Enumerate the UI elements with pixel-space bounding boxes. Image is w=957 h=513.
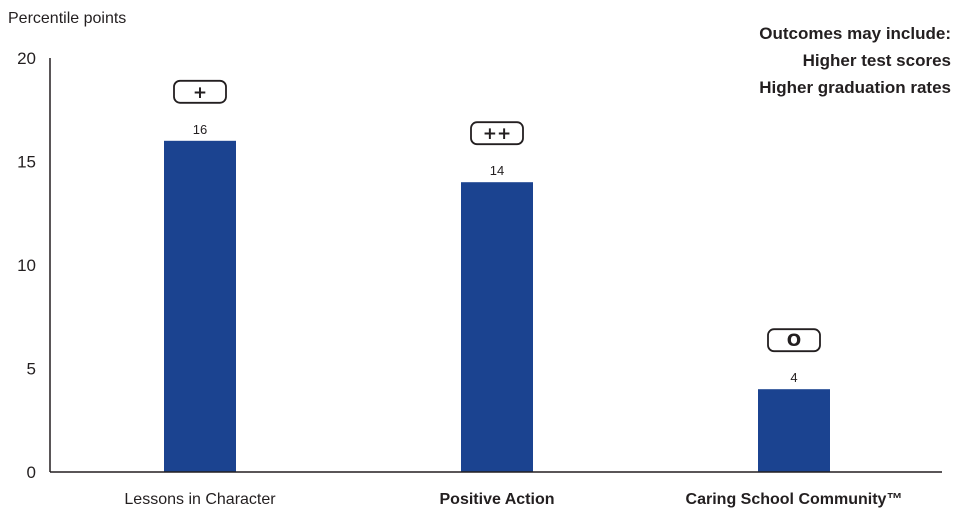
category-label: Positive Action xyxy=(440,491,555,508)
category-label: Caring School Community™ xyxy=(686,491,903,508)
rating-badge-symbol: O xyxy=(787,331,801,351)
value-label: 4 xyxy=(790,370,797,385)
rating-badge-symbol: + xyxy=(193,83,207,103)
outcome-test-scores: Higher test scores xyxy=(802,51,951,70)
bar xyxy=(164,140,236,473)
bar xyxy=(758,389,830,472)
rating-badge: ++ xyxy=(470,121,524,146)
rating-badge: O xyxy=(767,328,821,353)
outcomes-annotation: Outcomes may include: Higher test scores… xyxy=(759,20,951,101)
y-axis-label: Percentile points xyxy=(8,10,126,27)
category-label: Lessons in Character xyxy=(124,491,276,508)
y-tick-label: 5 xyxy=(27,360,36,379)
outcomes-header: Outcomes may include: xyxy=(759,24,951,43)
rating-badge-frame xyxy=(767,328,821,353)
y-tick-label: 15 xyxy=(17,153,36,172)
rating-badge-frame xyxy=(470,121,524,146)
bar xyxy=(461,182,533,472)
y-axis: 0 5 10 15 20 xyxy=(17,49,36,482)
rating-badge-symbol: ++ xyxy=(483,124,512,144)
y-tick-label: 10 xyxy=(17,256,36,275)
value-label: 16 xyxy=(193,122,207,137)
rating-badge-frame xyxy=(173,79,227,104)
rating-badge: + xyxy=(173,79,227,104)
outcome-graduation-rates: Higher graduation rates xyxy=(759,78,951,97)
y-tick-label: 20 xyxy=(17,49,36,68)
value-label: 14 xyxy=(490,163,504,178)
bars: 16 + Lessons in Character 14 ++ Positive Acti… xyxy=(124,79,903,508)
y-tick-label: 0 xyxy=(27,463,36,482)
